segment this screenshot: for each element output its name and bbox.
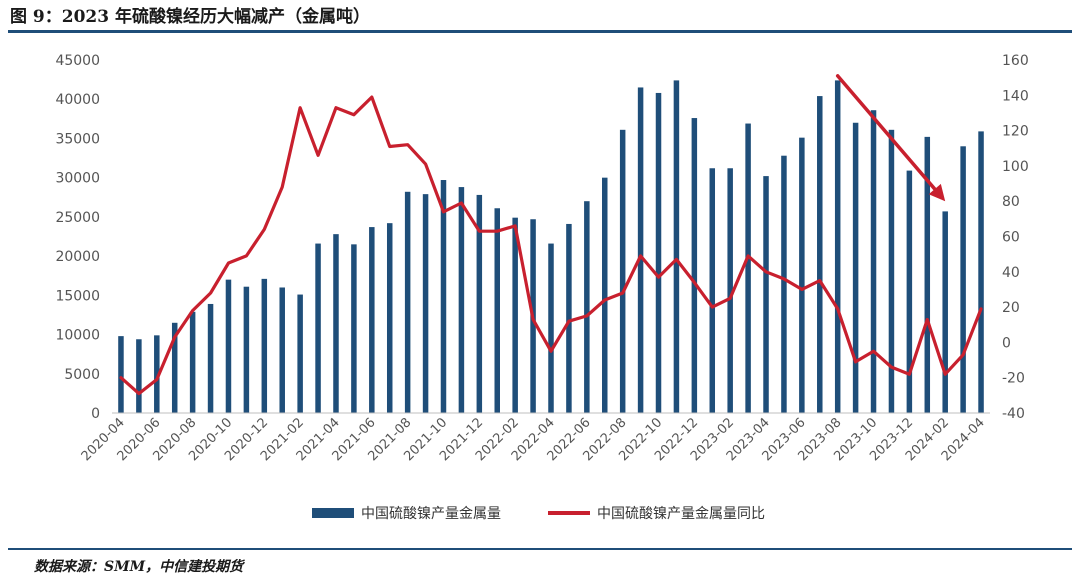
- bar: [279, 287, 285, 413]
- bar: [834, 80, 841, 413]
- bar: [422, 194, 429, 413]
- legend-bar-label: 中国硫酸镍产量金属量: [361, 506, 501, 522]
- bar: [942, 211, 948, 413]
- right-tick-label: 0: [1002, 335, 1011, 351]
- bar: [924, 136, 931, 413]
- bar: [297, 294, 303, 413]
- left-tick-label: 5000: [64, 367, 100, 383]
- bar: [136, 339, 142, 413]
- left-tick-label: 15000: [55, 288, 100, 304]
- left-tick-label: 20000: [55, 249, 100, 265]
- right-tick-label: 80: [1002, 194, 1020, 210]
- yoy-line: [119, 95, 983, 396]
- bar: [243, 286, 250, 413]
- bar: [512, 217, 518, 413]
- bar: [333, 234, 339, 413]
- right-tick-label: 40: [1002, 265, 1020, 281]
- bottom-rule: [8, 548, 1072, 550]
- figure-title: 图 9：2023 年硫酸镍经历大幅减产（金属吨）: [10, 7, 370, 27]
- bar: [655, 92, 662, 414]
- left-tick-label: 45000: [55, 53, 100, 69]
- bar: [870, 110, 877, 414]
- right-tick-label: 20: [1002, 300, 1020, 316]
- right-tick-label: -20: [1002, 371, 1025, 387]
- right-axis-ticks: -40 -20 0 20 40 60 80 100 120 140 160: [1002, 53, 1029, 422]
- bar: [351, 244, 357, 413]
- bar: [799, 137, 805, 413]
- bar: [386, 223, 393, 413]
- bar: [960, 146, 966, 414]
- bar: [727, 168, 733, 413]
- line-series-group: [119, 95, 983, 396]
- bar: [404, 191, 411, 413]
- right-tick-label: 100: [1002, 159, 1029, 175]
- bar: [602, 177, 608, 413]
- bar: [673, 80, 680, 413]
- right-tick-label: 140: [1002, 88, 1029, 104]
- bar: [745, 123, 751, 413]
- source-note: 数据来源：SMM，中信建投期货: [34, 559, 244, 575]
- bar: [888, 129, 895, 413]
- bar: [584, 201, 590, 413]
- left-tick-label: 0: [91, 406, 100, 422]
- right-tick-label: 160: [1002, 53, 1029, 69]
- arrow-head: [928, 183, 946, 202]
- right-tick-label: 120: [1002, 124, 1029, 140]
- bar: [315, 243, 321, 413]
- bar: [118, 336, 124, 413]
- bar: [619, 129, 626, 413]
- bar: [207, 303, 214, 413]
- bar: [476, 194, 483, 413]
- x-axis-ticks: 2020-042020-062020-082020-102020-122021-…: [79, 415, 988, 464]
- legend-bar-swatch: [312, 508, 354, 518]
- chart-legend: 中国硫酸镍产量金属量 中国硫酸镍产量金属量同比: [312, 506, 765, 522]
- left-tick-label: 10000: [55, 328, 100, 344]
- bar: [494, 208, 500, 413]
- bar: [781, 155, 787, 414]
- chart-area: 0 5000 10000 15000 20000 25000 30000 35000 40000…: [55, 53, 1029, 522]
- right-tick-label: 60: [1002, 230, 1020, 246]
- left-axis-ticks: 0 5000 10000 15000 20000 25000 30000 35000 40000…: [55, 53, 100, 422]
- bar: [189, 311, 196, 413]
- legend-line-label: 中国硫酸镍产量金属量同比: [597, 506, 765, 522]
- bar: [852, 122, 859, 413]
- bar: [548, 243, 554, 413]
- bar: [709, 168, 716, 413]
- bar: [369, 227, 375, 413]
- bar: [763, 176, 769, 413]
- bar: [154, 335, 160, 413]
- bar: [906, 170, 913, 413]
- bar: [978, 131, 984, 413]
- right-tick-label: -40: [1002, 406, 1025, 422]
- bar: [440, 180, 447, 413]
- arrow-shaft: [835, 74, 937, 191]
- left-tick-label: 25000: [55, 210, 100, 226]
- bar: [458, 187, 465, 413]
- trend-arrow-annotation: [835, 74, 946, 202]
- left-tick-label: 40000: [55, 92, 100, 108]
- bar: [817, 96, 823, 413]
- bar: [261, 278, 268, 413]
- bar-series: [118, 80, 984, 414]
- bar: [691, 118, 698, 413]
- bar: [171, 322, 178, 413]
- left-tick-label: 35000: [55, 131, 100, 147]
- left-tick-label: 30000: [55, 171, 100, 187]
- top-rule: [8, 30, 1072, 33]
- bar: [566, 223, 572, 413]
- bar: [225, 279, 232, 413]
- bar: [637, 87, 644, 413]
